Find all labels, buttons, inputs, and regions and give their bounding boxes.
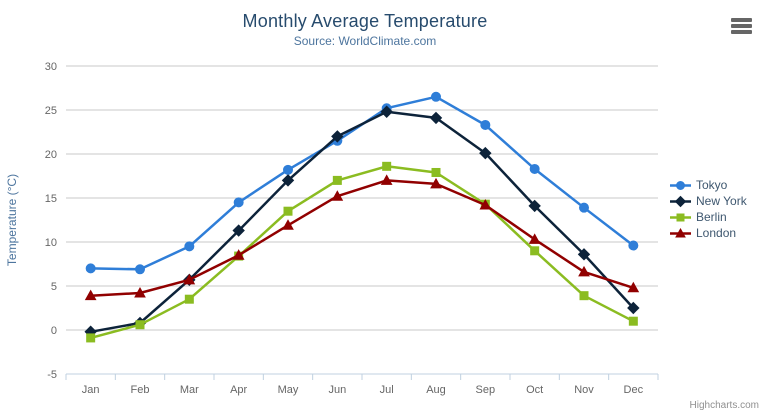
marker-london[interactable] [84, 289, 97, 301]
x-axis-label: Aug [426, 384, 446, 396]
x-axis-label: Jan [82, 384, 100, 396]
marker-london[interactable] [380, 174, 393, 185]
legend: Tokyo New York Berlin London [670, 177, 747, 241]
marker-tokyo[interactable] [135, 264, 145, 275]
marker-london[interactable] [627, 281, 640, 293]
legend-item-new-york[interactable]: New York [670, 193, 747, 209]
series-london [84, 174, 640, 301]
marker-tokyo[interactable] [85, 263, 96, 274]
legend-marker-berlin [670, 213, 691, 221]
marker-berlin-legend[interactable] [676, 213, 685, 221]
legend-label-new-york: New York [696, 194, 747, 208]
x-axis-label: Jul [380, 384, 394, 396]
y-axis-label: 20 [45, 149, 57, 161]
legend-label-berlin: Berlin [696, 210, 727, 224]
x-axis-label: Nov [574, 384, 594, 396]
marker-london[interactable] [282, 219, 294, 230]
hamburger-icon [731, 18, 753, 34]
marker-new-york[interactable] [479, 146, 492, 160]
marker-tokyo[interactable] [283, 164, 293, 175]
marker-tokyo-legend[interactable] [676, 180, 685, 190]
chart-title: Monthly Average Temperature [242, 11, 488, 31]
legend-item-berlin[interactable]: Berlin [670, 209, 747, 225]
marker-new-york[interactable] [528, 199, 541, 213]
marker-tokyo[interactable] [529, 163, 540, 174]
marker-berlin[interactable] [184, 294, 194, 304]
chart-subtitle: Source: WorldClimate.com [293, 34, 437, 48]
marker-tokyo[interactable] [184, 241, 195, 252]
x-axis-label: Oct [526, 384, 543, 396]
marker-london[interactable] [430, 177, 442, 189]
x-axis-label: Feb [131, 384, 150, 396]
highcharts-credits-link[interactable]: Highcharts.com [689, 400, 759, 411]
marker-berlin[interactable] [86, 333, 96, 343]
legend-label-tokyo: Tokyo [696, 178, 728, 192]
marker-london-legend[interactable] [675, 227, 686, 237]
series-line-new-york [89, 110, 635, 334]
x-axis-label: Apr [230, 384, 247, 396]
marker-new-york[interactable] [331, 130, 344, 143]
series-line-berlin [89, 165, 635, 340]
marker-new-york[interactable] [281, 174, 295, 187]
marker-london[interactable] [134, 287, 146, 298]
marker-new-york[interactable] [232, 224, 245, 237]
series-tokyo [85, 91, 639, 275]
marker-berlin[interactable] [283, 206, 293, 216]
marker-tokyo[interactable] [431, 91, 441, 102]
marker-new-york[interactable] [380, 105, 393, 118]
marker-tokyo[interactable] [233, 197, 244, 208]
marker-tokyo[interactable] [628, 240, 639, 251]
marker-new-york[interactable] [429, 111, 443, 125]
export-menu-button[interactable] [729, 16, 755, 38]
marker-tokyo[interactable] [480, 119, 491, 130]
x-axis-label: Mar [180, 384, 199, 396]
marker-berlin[interactable] [431, 167, 441, 177]
marker-new-york[interactable] [627, 301, 640, 315]
y-axis-label: 25 [45, 105, 57, 117]
x-axis-label: Sep [476, 384, 496, 396]
x-axis-label: Dec [624, 384, 644, 396]
y-axis-label: 10 [45, 237, 57, 249]
y-axis-label: 30 [45, 61, 57, 73]
marker-london[interactable] [578, 265, 590, 277]
legend-item-tokyo[interactable]: Tokyo [670, 177, 747, 193]
marker-berlin[interactable] [530, 246, 540, 256]
y-axis-label: 15 [45, 193, 57, 205]
marker-berlin[interactable] [579, 291, 589, 301]
marker-berlin[interactable] [382, 161, 392, 171]
marker-berlin[interactable] [628, 316, 638, 326]
x-axis-label: Jun [328, 384, 346, 396]
marker-london[interactable] [183, 273, 196, 285]
x-axis-label: May [278, 384, 299, 396]
marker-london[interactable] [232, 249, 245, 260]
marker-new-york[interactable] [577, 248, 591, 261]
legend-label-london: London [696, 226, 737, 240]
legend-marker-new-york [670, 195, 691, 207]
y-axis-label: -5 [47, 369, 57, 381]
y-axis-label: 0 [51, 325, 57, 337]
legend-marker-tokyo [670, 180, 691, 190]
marker-berlin[interactable] [135, 320, 145, 330]
legend-item-london[interactable]: London [670, 225, 747, 241]
y-axis-label: 5 [51, 281, 57, 293]
series-new-york [84, 105, 640, 338]
marker-berlin[interactable] [332, 175, 342, 185]
series-line-tokyo [89, 95, 635, 271]
marker-new-york-legend[interactable] [674, 195, 687, 207]
y-axis-title: Temperature (°C) [5, 174, 19, 266]
marker-london[interactable] [331, 190, 344, 201]
marker-tokyo[interactable] [579, 202, 589, 213]
marker-london[interactable] [479, 199, 492, 210]
series-line-london [89, 179, 635, 297]
marker-london[interactable] [528, 233, 541, 244]
legend-marker-london [670, 227, 691, 237]
